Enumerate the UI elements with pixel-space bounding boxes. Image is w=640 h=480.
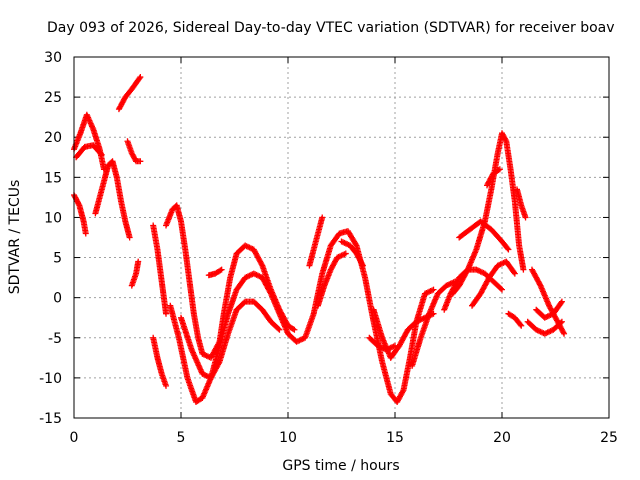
data-point-marker [520, 266, 527, 273]
series-track-e [115, 74, 144, 113]
data-point-marker [98, 151, 105, 158]
series-track-m [205, 266, 225, 279]
series-track-s [409, 278, 458, 369]
series-track-d [92, 158, 133, 241]
series-track-w [469, 258, 518, 309]
data-point-marker [464, 267, 471, 274]
series-track-o [314, 250, 349, 309]
data-point-marker [496, 166, 503, 173]
data-point-marker [342, 250, 349, 257]
data-point-marker [522, 214, 529, 221]
data-point-marker [319, 214, 326, 221]
data-point-marker [518, 322, 525, 329]
data-point-marker [511, 270, 518, 277]
data-point-marker [218, 266, 225, 273]
data-point-marker [267, 289, 274, 296]
data-point-marker [137, 74, 144, 81]
data-point-marker [504, 245, 511, 252]
data-point-marker [558, 299, 565, 306]
series-track-p [338, 238, 366, 269]
y-tick-label: 10 [44, 210, 62, 226]
y-tick-label: 30 [44, 50, 62, 66]
y-tick-label: 25 [44, 90, 62, 106]
data-point-marker [276, 326, 283, 333]
chart-title: Day 093 of 2026, Sidereal Day-to-day VTE… [47, 20, 615, 36]
data-point-marker [502, 136, 509, 143]
y-tick-label: -5 [48, 331, 62, 347]
series-track-j [163, 202, 298, 361]
data-point-marker [536, 281, 543, 288]
data-point-marker [135, 258, 142, 265]
data-marks [71, 74, 568, 405]
y-axis-label: SDTVAR / TECUs [7, 180, 23, 295]
data-point-marker [82, 230, 89, 237]
data-point-marker [163, 382, 170, 389]
series-track-a [71, 111, 107, 173]
data-point-marker [290, 325, 297, 332]
y-tick-label: 0 [53, 291, 62, 307]
data-point-marker [217, 267, 224, 274]
data-point-marker [558, 298, 565, 305]
data-point-marker [505, 246, 512, 253]
series-track-u [449, 130, 527, 297]
series-track-n [306, 214, 326, 269]
data-point-marker [75, 201, 82, 208]
data-point-marker [215, 360, 222, 367]
x-tick-label: 0 [70, 430, 79, 446]
y-tick-label: 5 [53, 251, 62, 267]
data-point-marker [136, 75, 143, 82]
data-point-marker [497, 285, 504, 292]
series-track-c [71, 191, 89, 237]
series-track-ac [533, 298, 565, 321]
data-point-marker [291, 326, 298, 333]
x-tick-label: 10 [279, 430, 297, 446]
data-point-marker [126, 234, 133, 241]
series-track-h [150, 222, 170, 317]
x-tick-label: 20 [493, 430, 511, 446]
series-track-r [366, 334, 398, 353]
series-track-v [456, 218, 512, 253]
x-tick-label: 25 [600, 430, 618, 446]
data-point-marker [517, 321, 524, 328]
data-point-marker [499, 286, 505, 293]
series-track-g [128, 258, 142, 289]
plot-frame [73, 56, 610, 419]
data-point-marker [399, 388, 406, 395]
series-track-b [73, 142, 105, 161]
series-track-aa [524, 318, 565, 337]
data-point-marker [137, 158, 144, 165]
x-tick-label: 5 [177, 430, 186, 446]
y-tick-label: 20 [44, 130, 62, 146]
data-point-marker [275, 325, 282, 332]
data-point-marker [495, 167, 502, 174]
data-point-marker [163, 310, 170, 317]
data-point-marker [97, 150, 104, 157]
x-axis-label: GPS time / hours [282, 458, 399, 474]
series-track-y [513, 186, 529, 221]
data-point-marker [352, 241, 359, 248]
data-point-marker [392, 342, 398, 349]
data-point-marker [359, 261, 366, 268]
series-track-l [178, 298, 283, 381]
y-tick-label: -10 [39, 371, 62, 387]
series-track-f [124, 138, 144, 165]
y-tick-label: -15 [39, 411, 62, 427]
series-track-i [150, 334, 170, 389]
data-point-marker [258, 261, 265, 268]
data-point-marker [359, 262, 366, 269]
y-tick-label: 15 [44, 170, 62, 186]
data-point-marker [560, 329, 567, 336]
data-point-marker [561, 330, 568, 337]
data-point-marker [430, 286, 437, 293]
x-tick-label: 15 [386, 430, 404, 446]
series-track-z [505, 310, 525, 329]
data-point-marker [510, 269, 517, 276]
series-track-x [484, 166, 503, 189]
